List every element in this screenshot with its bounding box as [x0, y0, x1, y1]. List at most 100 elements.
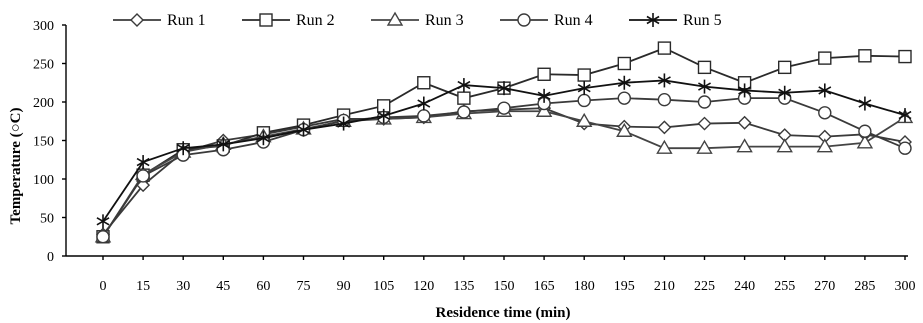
legend-marker	[386, 11, 404, 26]
x-tick-label: 60	[256, 279, 270, 294]
data-point	[417, 76, 431, 90]
legend-label: Run 4	[554, 12, 593, 29]
data-point	[657, 120, 672, 135]
data-point	[856, 134, 874, 149]
legend-marker	[646, 13, 660, 27]
x-tick-label: 180	[574, 279, 595, 294]
data-point	[697, 116, 712, 131]
data-point	[216, 137, 230, 152]
data-point	[697, 95, 712, 109]
data-point	[656, 139, 673, 154]
x-tick-label: 30	[176, 279, 190, 294]
legend-item: Run 4	[500, 12, 593, 29]
y-tick-label: 250	[33, 58, 54, 73]
x-tick-label: 75	[297, 279, 311, 294]
x-tick-label: 165	[534, 279, 555, 294]
x-tick-label: 195	[614, 279, 635, 294]
data-point	[497, 81, 511, 96]
data-point	[736, 138, 753, 153]
data-point	[858, 124, 872, 138]
x-tick-label: 135	[453, 279, 474, 294]
data-point	[297, 122, 310, 137]
y-tick-label: 50	[40, 212, 54, 227]
data-point	[136, 169, 150, 183]
data-point	[898, 141, 912, 155]
data-point	[698, 79, 711, 94]
x-tick-label: 270	[814, 279, 835, 294]
data-point	[858, 49, 872, 63]
x-tick-label: 225	[694, 279, 715, 294]
data-point	[417, 96, 431, 111]
data-point	[577, 93, 591, 108]
data-point	[96, 230, 110, 244]
y-tick-label: 0	[47, 250, 54, 265]
x-tick-label: 0	[100, 279, 107, 294]
y-tick-label: 300	[33, 19, 54, 34]
legend: Run 1 Run 2 Run 3 Run 4 Run 5	[113, 11, 722, 29]
x-tick-label: 240	[734, 279, 755, 294]
x-tick-label: 150	[494, 279, 515, 294]
legend-item: Run 1	[113, 12, 206, 29]
data-point	[377, 108, 391, 123]
data-point	[617, 91, 631, 105]
data-point	[337, 116, 351, 131]
data-point	[457, 105, 471, 119]
data-point	[537, 67, 551, 81]
x-tick-label: 210	[654, 279, 675, 294]
y-axis-title: Temperature (○C)	[8, 108, 24, 225]
data-point	[778, 85, 792, 100]
x-tick-label: 105	[373, 279, 394, 294]
x-tick-label: 90	[337, 279, 351, 294]
legend-item: Run 2	[242, 12, 335, 29]
data-point	[737, 115, 752, 130]
series-3	[94, 102, 914, 243]
data-point	[577, 68, 591, 82]
data-point	[136, 155, 150, 170]
data-point	[256, 131, 270, 146]
data-point	[738, 83, 752, 98]
data-point	[497, 101, 511, 115]
x-tick-label: 285	[854, 279, 875, 294]
data-point	[697, 60, 712, 75]
data-point	[417, 109, 431, 123]
data-point	[537, 88, 551, 103]
x-axis-ticks: 0 15 30 45 60 75 90 105 120 135 150 165 180 195 210 225…	[100, 256, 916, 294]
data-point	[457, 78, 471, 93]
legend-item: Run 5	[629, 12, 722, 29]
data-point	[818, 83, 832, 98]
x-axis-title: Residence time (min)	[436, 305, 571, 321]
y-tick-label: 150	[33, 135, 54, 150]
y-tick-label: 200	[33, 96, 54, 111]
data-point	[898, 49, 912, 64]
legend-marker	[517, 13, 531, 27]
data-point	[818, 106, 832, 120]
data-point	[696, 139, 713, 154]
legend-marker	[259, 13, 273, 27]
data-point	[657, 73, 671, 88]
x-tick-label: 120	[413, 279, 434, 294]
data-point	[657, 41, 672, 55]
data-point	[96, 214, 110, 229]
chart-axes	[65, 25, 908, 257]
y-axis-ticks: 0 50 100 150 200 250 300	[33, 19, 66, 265]
data-point	[776, 138, 793, 153]
y-tick-label: 100	[33, 173, 54, 188]
x-tick-label: 15	[136, 279, 150, 294]
data-point	[858, 96, 872, 111]
data-point	[575, 112, 593, 127]
legend-item: Run 3	[371, 11, 464, 29]
legend-label: Run 3	[425, 12, 464, 29]
data-point	[616, 122, 633, 137]
legend-label: Run 5	[683, 12, 722, 29]
series-1	[96, 101, 912, 242]
data-point	[457, 91, 471, 105]
series-layer	[94, 41, 914, 244]
data-point	[816, 138, 834, 153]
legend-label: Run 1	[167, 12, 206, 29]
data-point	[176, 141, 190, 156]
series-4	[96, 91, 912, 244]
data-point	[617, 56, 631, 71]
data-point	[657, 92, 672, 107]
series-line	[102, 107, 906, 236]
